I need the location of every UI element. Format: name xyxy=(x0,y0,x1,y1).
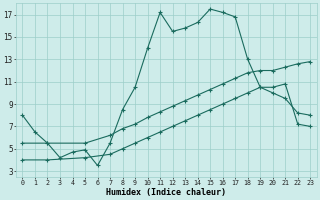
X-axis label: Humidex (Indice chaleur): Humidex (Indice chaleur) xyxy=(106,188,226,197)
